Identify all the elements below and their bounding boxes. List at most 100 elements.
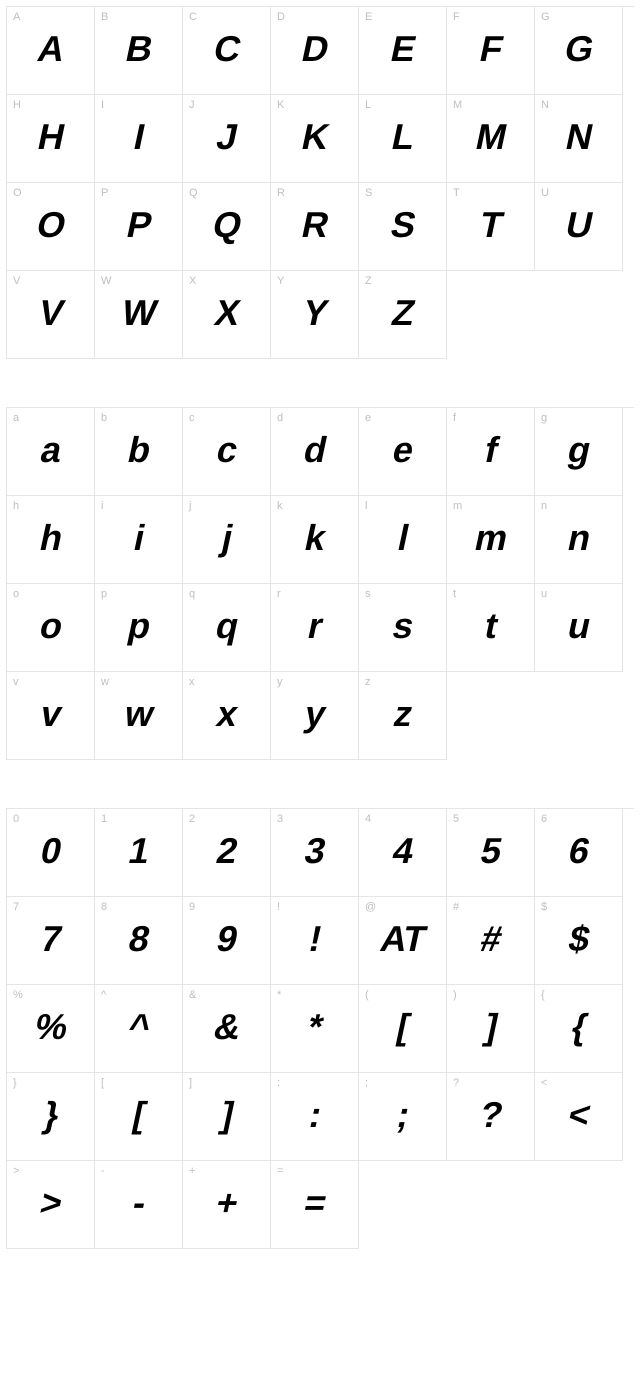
cell-glyph: ? xyxy=(476,1097,505,1133)
cell-glyph: K xyxy=(298,119,331,155)
cell-glyph: m xyxy=(471,520,510,556)
cell-label: + xyxy=(189,1165,195,1177)
cell-label: b xyxy=(101,412,107,424)
cell-label: c xyxy=(189,412,195,424)
cell-label: l xyxy=(365,500,367,512)
cell-glyph: z xyxy=(390,696,415,732)
cell-label: t xyxy=(453,588,456,600)
cell-glyph: c xyxy=(213,432,240,468)
glyph-cell: zz xyxy=(359,672,447,760)
glyph-cell: }} xyxy=(7,1073,95,1161)
cell-glyph: i xyxy=(130,520,147,556)
cell-label: P xyxy=(101,187,108,199)
cell-glyph: X xyxy=(211,295,242,331)
cell-label: $ xyxy=(541,901,547,913)
glyph-cell: !! xyxy=(271,897,359,985)
cell-glyph: r xyxy=(304,608,325,644)
cell-glyph: M xyxy=(472,119,509,155)
glyph-cell xyxy=(447,271,535,359)
glyph-cell: ** xyxy=(271,985,359,1073)
glyph-cell: :: xyxy=(271,1073,359,1161)
cell-glyph: o xyxy=(36,608,65,644)
glyph-cell: CC xyxy=(183,7,271,95)
cell-label: T xyxy=(453,187,460,199)
cell-label: = xyxy=(277,1165,283,1177)
glyph-cell: << xyxy=(535,1073,623,1161)
cell-label: L xyxy=(365,99,371,111)
glyph-cell: RR xyxy=(271,183,359,271)
cell-label: : xyxy=(277,1077,280,1089)
cell-label: # xyxy=(453,901,459,913)
cell-label: ? xyxy=(453,1077,459,1089)
glyph-cell: ZZ xyxy=(359,271,447,359)
glyph-cell: II xyxy=(95,95,183,183)
cell-glyph: = xyxy=(301,1185,329,1221)
cell-label: z xyxy=(365,676,371,688)
cell-label: 6 xyxy=(541,813,547,825)
cell-glyph: [ xyxy=(393,1009,412,1045)
cell-label: 4 xyxy=(365,813,371,825)
glyph-cell: HH xyxy=(7,95,95,183)
glyph-cell: ++ xyxy=(183,1161,271,1249)
cell-label: o xyxy=(13,588,19,600)
glyph-cell: bb xyxy=(95,408,183,496)
cell-glyph: j xyxy=(218,520,235,556)
cell-label: a xyxy=(13,412,19,424)
cell-label: O xyxy=(13,187,22,199)
cell-label: E xyxy=(365,11,372,23)
cell-label: @ xyxy=(365,901,376,913)
glyph-cell: ^^ xyxy=(95,985,183,1073)
glyph-cell: ## xyxy=(447,897,535,985)
cell-glyph: A xyxy=(34,31,67,67)
cell-label: m xyxy=(453,500,462,512)
cell-label: ( xyxy=(365,989,369,1001)
cell-glyph: s xyxy=(389,608,416,644)
glyph-cell: QQ xyxy=(183,183,271,271)
cell-label: h xyxy=(13,500,19,512)
glyph-cell: WW xyxy=(95,271,183,359)
cell-glyph: V xyxy=(35,295,66,331)
cell-glyph: > xyxy=(37,1185,65,1221)
cell-glyph: W xyxy=(118,295,159,331)
cell-label: S xyxy=(365,187,372,199)
cell-label: H xyxy=(13,99,21,111)
cell-glyph: I xyxy=(130,119,147,155)
glyph-cell: jj xyxy=(183,496,271,584)
glyph-cell: 77 xyxy=(7,897,95,985)
glyph-cell: JJ xyxy=(183,95,271,183)
cell-glyph: H xyxy=(34,119,67,155)
glyph-cell: 66 xyxy=(535,809,623,897)
cell-glyph: } xyxy=(40,1097,61,1133)
cell-glyph: B xyxy=(122,31,155,67)
cell-glyph: Q xyxy=(209,207,244,243)
cell-label: 7 xyxy=(13,901,19,913)
glyph-cell: uu xyxy=(535,584,623,672)
cell-glyph: 9 xyxy=(213,921,240,957)
glyph-cell: vv xyxy=(7,672,95,760)
cell-label: A xyxy=(13,11,20,23)
cell-glyph: Y xyxy=(299,295,330,331)
glyph-cell: == xyxy=(271,1161,359,1249)
glyph-cell: XX xyxy=(183,271,271,359)
cell-glyph: ] xyxy=(217,1097,236,1133)
cell-glyph: ] xyxy=(481,1009,500,1045)
cell-label: D xyxy=(277,11,285,23)
cell-glyph: f xyxy=(481,432,500,468)
cell-label: Y xyxy=(277,275,284,287)
cell-glyph: % xyxy=(31,1009,70,1045)
cell-label: r xyxy=(277,588,281,600)
glyph-cell: gg xyxy=(535,408,623,496)
cell-glyph: * xyxy=(304,1009,325,1045)
glyph-cell: 11 xyxy=(95,809,183,897)
glyph-cell: ee xyxy=(359,408,447,496)
cell-label: U xyxy=(541,187,549,199)
cell-label: C xyxy=(189,11,197,23)
cell-glyph: C xyxy=(210,31,243,67)
cell-glyph: a xyxy=(37,432,64,468)
cell-label: I xyxy=(101,99,104,111)
glyph-cell: $$ xyxy=(535,897,623,985)
glyph-cell: mm xyxy=(447,496,535,584)
glyph-cell: 33 xyxy=(271,809,359,897)
cell-label: j xyxy=(189,500,191,512)
glyph-cell: MM xyxy=(447,95,535,183)
